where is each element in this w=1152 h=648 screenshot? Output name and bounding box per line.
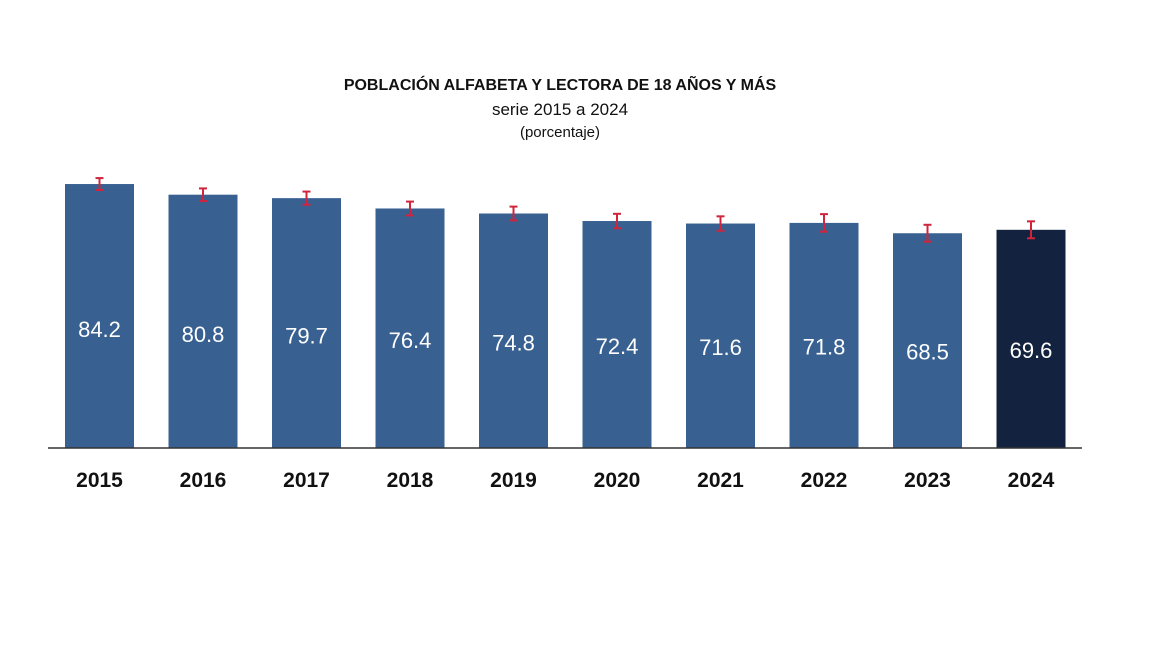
x-tick-label-2021: 2021 [697,469,744,492]
x-tick-label-2016: 2016 [180,469,227,492]
data-label-2017: 79.7 [285,324,328,349]
data-label-2020: 72.4 [596,334,639,359]
data-label-2019: 74.8 [492,330,535,355]
bar-2019 [479,213,548,448]
bar-2015 [65,184,134,448]
data-label-2024: 69.6 [1010,338,1053,363]
bar-2017 [272,198,341,448]
bar-2020 [582,221,652,448]
chart-subtitle: serie 2015 a 2024 [491,100,629,119]
data-label-2016: 80.8 [182,322,225,347]
chart-title: POBLACIÓN ALFABETA Y LECTORA DE 18 AÑOS … [343,77,777,94]
chart-unit-label: (porcentaje) [519,124,601,141]
bar-2023 [893,233,962,448]
bar-2024 [996,229,1066,448]
x-tick-label-2019: 2019 [490,469,537,492]
bar-2021 [686,223,755,448]
x-tick-label-2024: 2024 [1008,469,1055,492]
data-label-2021: 71.6 [699,335,742,360]
bar-2016 [168,194,238,448]
data-label-2022: 71.8 [803,335,846,360]
x-tick-label-2022: 2022 [801,469,848,492]
data-label-2023: 68.5 [906,339,949,364]
x-tick-label-2020: 2020 [594,469,641,492]
x-tick-label-2023: 2023 [904,469,951,492]
bar-2022 [789,222,859,448]
data-label-2015: 84.2 [78,317,121,342]
x-tick-label-2017: 2017 [283,469,330,492]
x-tick-label-2015: 2015 [76,469,123,492]
x-tick-label-2018: 2018 [387,469,434,492]
data-label-2018: 76.4 [389,328,432,353]
bar-2018 [375,208,445,448]
